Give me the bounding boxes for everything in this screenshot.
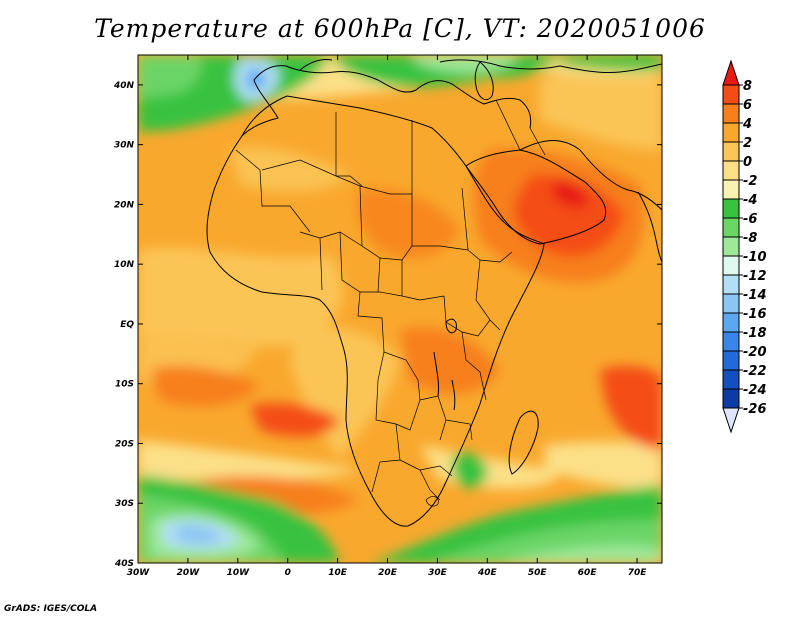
colorbar-swatch: [722, 236, 740, 257]
colorbar-label: -6: [743, 212, 757, 227]
y-tick-label: 20S: [115, 439, 134, 449]
x-tick-label: 30E: [428, 568, 448, 578]
credit-text: GrADS: IGES/COLA: [4, 604, 98, 614]
colorbar-swatch: [722, 141, 740, 162]
x-tick-label: 70E: [628, 568, 648, 578]
y-tick-label: 20N: [114, 200, 135, 210]
border-lines: [235, 99, 546, 501]
caspian-coastline: [474, 61, 494, 101]
colorbar-label: 8: [743, 79, 752, 94]
colorbar-swatch: [722, 274, 740, 295]
lake-malawi: [451, 379, 456, 411]
colorbar-swatch: [722, 103, 740, 124]
colorbar-label: -8: [743, 231, 757, 246]
coastlines: [206, 59, 662, 527]
colorbar-swatch: [722, 84, 740, 105]
colorbar-swatch: [722, 122, 740, 143]
x-axis-ticks: 30W 20W 10W 0 10E 20E 30E 40E 50E 60E 70E: [127, 55, 647, 578]
temperature-field: [138, 55, 662, 563]
x-tick-label: 50E: [528, 568, 548, 578]
map-title: Temperature at 600hPa [C], VT: 202005100…: [94, 14, 706, 43]
colorbar-label: -20: [743, 345, 767, 360]
colorbar-label: -2: [743, 174, 757, 189]
colorbar-label: 4: [742, 117, 752, 132]
colorbar-swatch: [722, 255, 740, 276]
asia-coastline: [519, 140, 662, 211]
colorbar-label: -14: [743, 288, 767, 303]
colorbar-swatch: [722, 160, 740, 181]
colorbar-label: -10: [743, 250, 767, 265]
country-borders: [235, 99, 546, 507]
lake-tanganyika: [433, 351, 439, 397]
north-coastlines: [299, 59, 662, 73]
y-tick-label: 30S: [115, 499, 134, 509]
colorbar-swatch: [722, 179, 740, 200]
colorbar-label: -18: [743, 326, 767, 341]
colorbar-swatch: [722, 369, 740, 390]
colorbar-label: 0: [743, 155, 752, 170]
colorbar-label: -4: [743, 193, 757, 208]
y-tick-label: 30N: [114, 141, 135, 151]
x-tick-label: 0: [285, 568, 291, 578]
y-tick-label: 40N: [113, 81, 135, 91]
colorbar-swatch: [722, 217, 740, 238]
colorbar-label: -12: [743, 269, 767, 284]
colorbar-label: 6: [743, 98, 752, 113]
y-tick-label: 10N: [114, 260, 135, 270]
colorbar: 8 6 4 2 0 -2 -4 -6 -8 -10 -12 -14 -16 -18 -20 -22 -24 -26: [722, 59, 767, 434]
colorbar-label: -22: [743, 364, 767, 379]
lesotho-border: [425, 496, 439, 507]
colorbar-label: -16: [743, 307, 767, 322]
x-tick-label: 10W: [227, 568, 251, 578]
colorbar-top-arrow: [722, 59, 740, 86]
colorbar-bottom-arrow: [722, 407, 740, 434]
x-tick-label: 60E: [578, 568, 598, 578]
y-tick-label: 40S: [114, 559, 134, 569]
x-tick-label: 30W: [127, 568, 151, 578]
colorbar-swatch: [722, 388, 740, 409]
x-tick-label: 20W: [177, 568, 201, 578]
lake-victoria: [445, 318, 457, 334]
india-coastline: [637, 191, 662, 263]
colorbar-swatch: [722, 293, 740, 314]
colorbar-label: 2: [743, 136, 752, 151]
y-tick-label: EQ: [120, 320, 134, 330]
colorbar-swatch: [722, 198, 740, 219]
x-tick-label: 10E: [328, 568, 348, 578]
europe-coastline: [241, 65, 532, 137]
colorbar-label: -24: [743, 383, 767, 398]
colorbar-swatch: [722, 331, 740, 352]
y-tick-label: 10S: [115, 380, 134, 390]
colorbar-swatch: [722, 350, 740, 371]
colorbar-label: -26: [743, 402, 767, 417]
colorbar-swatch: [722, 312, 740, 333]
x-tick-label: 20E: [378, 568, 398, 578]
y-axis-ticks: 40N 30N 20N 10N EQ 10S 20S 30S 40S: [113, 81, 662, 569]
plot-frame: [137, 54, 663, 564]
madagascar-coastline: [508, 410, 539, 475]
x-tick-label: 40E: [477, 568, 498, 578]
